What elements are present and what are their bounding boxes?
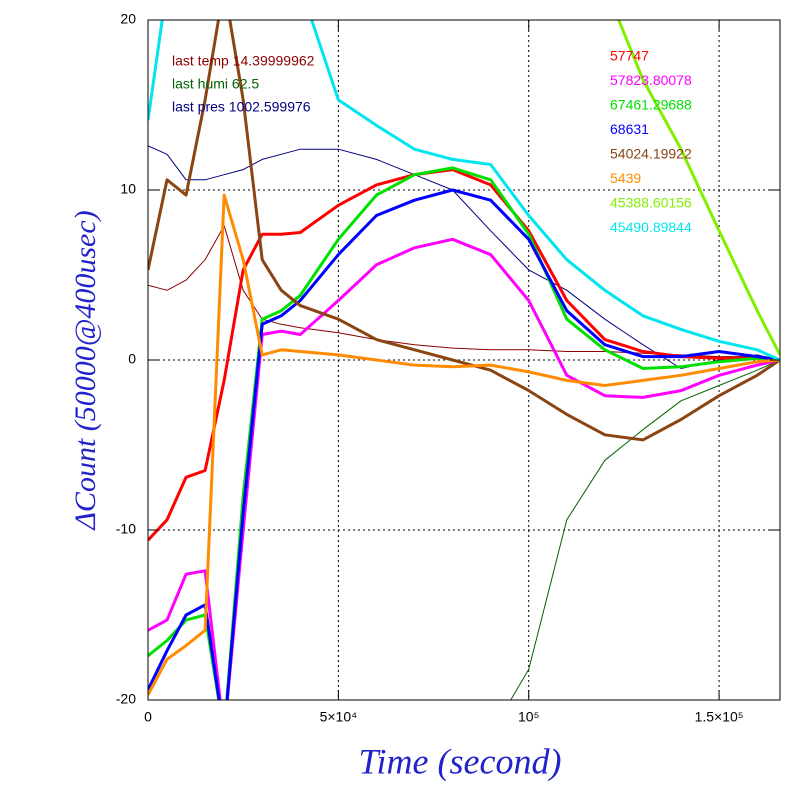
y-axis-title: ΔCount (50000@400usec): [69, 210, 102, 530]
legend-label: 45490.89844: [610, 219, 692, 235]
series-line: [148, 166, 780, 700]
y-tick-label: 0: [128, 351, 136, 367]
legend-label: 67461.29688: [610, 97, 692, 113]
legend-label: 45388.60156: [610, 195, 692, 211]
series-line: [148, 188, 780, 700]
y-tick-label: -20: [116, 691, 136, 707]
legend-label: last humi 62.5: [172, 76, 259, 92]
y-tick-label: -10: [116, 521, 136, 537]
grid: [147, 19, 780, 701]
legend-label: 54024.19922: [610, 146, 692, 162]
x-tick-label: 10⁵: [518, 709, 539, 725]
lines: [148, 20, 780, 700]
legend-label: 5439: [610, 170, 641, 186]
legend-label: 57823.80078: [610, 72, 692, 88]
y-tick-label: 20: [120, 11, 136, 27]
series-line: [148, 237, 780, 700]
x-tick-label: 0: [144, 709, 152, 725]
series-line: [148, 20, 780, 362]
series-line: [148, 225, 780, 361]
series-line: [617, 20, 780, 356]
series-line: [510, 359, 780, 700]
series-line: [148, 20, 780, 442]
x-tick-label: 1.5×10⁵: [695, 709, 744, 725]
legend-label: 68631: [610, 121, 649, 137]
legend-label: last pres 1002.599976: [172, 99, 311, 115]
y-tick-label: 10: [120, 181, 136, 197]
series-line: [148, 193, 780, 696]
x-axis-title: Time (second): [359, 741, 562, 781]
legend-label: last temp 14.39999962: [172, 53, 315, 69]
legend-label: 57747: [610, 48, 649, 64]
x-tick-label: 5×10⁴: [320, 709, 358, 725]
